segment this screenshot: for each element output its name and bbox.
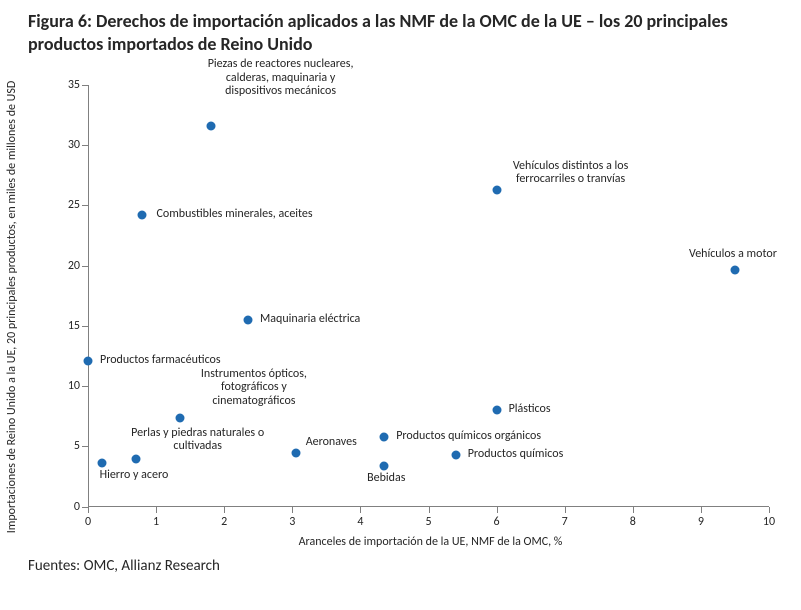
plot-area: 05101520253035012345678910Piezas de reac… — [88, 85, 769, 507]
y-tick — [82, 85, 88, 86]
data-point — [131, 454, 140, 463]
y-axis-line — [88, 85, 89, 507]
page: Figura 6: Derechos de importación aplica… — [0, 0, 801, 610]
x-tick-label: 7 — [562, 515, 568, 529]
data-point — [244, 315, 253, 324]
x-tick — [88, 507, 89, 513]
x-tick — [224, 507, 225, 513]
y-tick-label: 10 — [54, 379, 80, 393]
data-point-label: Hierro y acero — [100, 469, 169, 483]
x-tick-label: 10 — [763, 515, 775, 529]
y-tick — [82, 266, 88, 267]
y-tick-label: 30 — [54, 138, 80, 152]
data-point — [97, 459, 106, 468]
y-tick-label: 5 — [54, 439, 80, 453]
y-tick-label: 35 — [54, 78, 80, 92]
data-point — [175, 413, 184, 422]
x-tick — [633, 507, 634, 513]
scatter-plot: Importaciones de Reino Unido a la UE, 20… — [28, 67, 773, 547]
x-tick-label: 6 — [494, 515, 500, 529]
x-axis-label: Aranceles de importación de la UE, NMF d… — [88, 535, 773, 549]
data-point-label: Piezas de reactores nucleares, calderas,… — [206, 58, 356, 99]
x-tick-label: 1 — [153, 515, 159, 529]
x-tick-label: 3 — [289, 515, 295, 529]
y-axis-label: Importaciones de Reino Unido a la UE, 20… — [5, 81, 19, 534]
data-point-label: Vehículos distintos a los ferrocarriles … — [496, 160, 646, 188]
x-tick — [497, 507, 498, 513]
x-tick — [429, 507, 430, 513]
y-tick-label: 0 — [54, 500, 80, 514]
sources-line: Fuentes: OMC, Allianz Research — [28, 557, 773, 575]
x-tick-label: 0 — [85, 515, 91, 529]
x-tick — [565, 507, 566, 513]
data-point — [730, 266, 739, 275]
data-point — [492, 406, 501, 415]
data-point-label: Aeronaves — [306, 436, 357, 450]
data-point-label: Vehículos a motor — [668, 248, 798, 262]
y-tick-label: 25 — [54, 198, 80, 212]
data-point — [380, 461, 389, 470]
x-tick — [701, 507, 702, 513]
x-tick-label: 5 — [425, 515, 431, 529]
x-tick — [156, 507, 157, 513]
data-point-label: Maquinaria eléctrica — [260, 313, 360, 327]
x-tick-label: 4 — [357, 515, 363, 529]
data-point-label: Perlas y piedras naturales o cultivadas — [128, 427, 268, 455]
data-point-label: Productos químicos — [468, 448, 564, 462]
y-tick-label: 20 — [54, 259, 80, 273]
data-point-label: Instrumentos ópticos, fotográficos y cin… — [179, 368, 329, 409]
y-tick — [82, 205, 88, 206]
y-tick — [82, 145, 88, 146]
data-point — [206, 121, 215, 130]
x-tick — [292, 507, 293, 513]
y-tick — [82, 386, 88, 387]
data-point-label: Bebidas — [356, 472, 416, 486]
data-point — [291, 449, 300, 458]
data-point — [451, 450, 460, 459]
y-tick — [82, 326, 88, 327]
data-point — [138, 210, 147, 219]
data-point-label: Plásticos — [509, 403, 551, 417]
x-tick-label: 8 — [630, 515, 636, 529]
data-point-label: Productos químicos orgánicos — [396, 430, 541, 444]
x-tick — [769, 507, 770, 513]
data-point-label: Combustibles minerales, aceites — [156, 208, 312, 222]
x-tick-label: 2 — [221, 515, 227, 529]
x-tick — [360, 507, 361, 513]
data-point — [380, 432, 389, 441]
y-tick-label: 15 — [54, 319, 80, 333]
y-tick — [82, 446, 88, 447]
x-tick-label: 9 — [698, 515, 704, 529]
data-point-label: Productos farmacéuticos — [100, 354, 221, 368]
chart-title: Figura 6: Derechos de importación aplica… — [28, 10, 773, 57]
data-point — [84, 356, 93, 365]
